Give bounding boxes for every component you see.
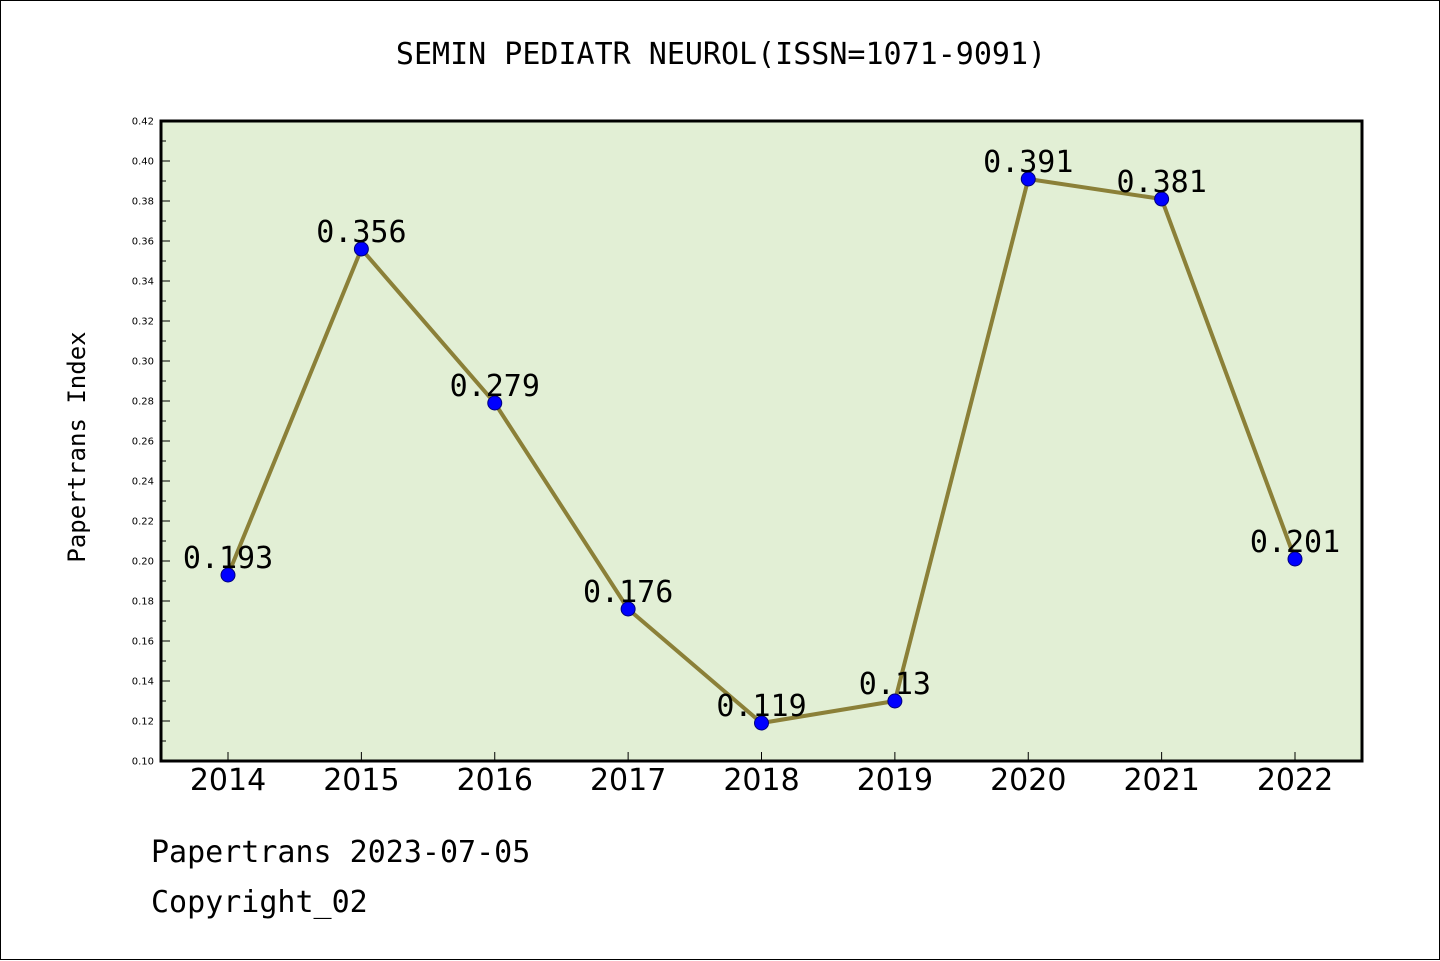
y-tick-label: 0.38: [132, 197, 154, 208]
data-point: [887, 693, 903, 709]
data-point: [620, 601, 636, 617]
data-point: [754, 715, 769, 731]
y-tick-label: 0.10: [132, 757, 154, 768]
y-axis-label: Papertrans Index: [63, 331, 91, 562]
x-tick-label: 2017: [590, 763, 666, 798]
y-tick-label: 0.36: [132, 237, 154, 248]
x-tick-label: 2015: [323, 763, 399, 798]
x-tick-label: 2020: [990, 763, 1066, 798]
footer-copyright: Copyright_02: [151, 885, 368, 920]
data-point: [1287, 551, 1303, 567]
x-tick-label: 2021: [1123, 763, 1199, 798]
data-label: 0.13: [859, 667, 931, 702]
y-tick-label: 0.20: [132, 557, 154, 568]
data-label: 0.119: [716, 689, 806, 724]
data-point: [1154, 191, 1170, 207]
data-label: 0.356: [316, 215, 406, 250]
plot-border: [159, 119, 1364, 763]
data-label: 0.391: [983, 145, 1073, 180]
data-point: [1020, 171, 1036, 187]
chart-title: SEMIN PEDIATR NEUROL(ISSN=1071-9091): [395, 37, 1047, 72]
y-tick-label: 0.28: [132, 397, 154, 408]
data-label: 0.381: [1116, 165, 1206, 200]
y-tick-label: 0.24: [132, 477, 154, 488]
y-tick-label: 0.26: [132, 437, 154, 448]
plot-area: [161, 121, 1362, 761]
x-tick-label: 2014: [190, 763, 266, 798]
data-point: [487, 395, 503, 411]
x-tick-label: 2018: [723, 763, 799, 798]
data-point: [353, 241, 369, 257]
data-label: 0.193: [183, 541, 273, 576]
y-tick-label: 0.34: [132, 277, 154, 288]
y-tick-label: 0.40: [132, 157, 154, 168]
y-tick-label: 0.30: [132, 357, 154, 368]
data-point: [220, 567, 236, 583]
y-tick-label: 0.18: [132, 597, 154, 608]
y-tick-label: 0.42: [132, 117, 154, 128]
footer-date: Papertrans 2023-07-05: [151, 835, 531, 870]
data-label: 0.279: [450, 369, 540, 404]
x-tick-label: 2019: [857, 763, 933, 798]
y-tick-label: 0.14: [132, 677, 154, 688]
x-tick-label: 2016: [457, 763, 533, 798]
y-tick-label: 0.12: [132, 717, 154, 728]
data-label: 0.176: [583, 575, 673, 610]
x-tick-label: 2022: [1257, 763, 1333, 798]
y-tick-label: 0.16: [132, 637, 154, 648]
y-tick-label: 0.32: [132, 317, 154, 328]
y-tick-label: 0.22: [132, 517, 154, 528]
data-label: 0.201: [1250, 525, 1340, 560]
